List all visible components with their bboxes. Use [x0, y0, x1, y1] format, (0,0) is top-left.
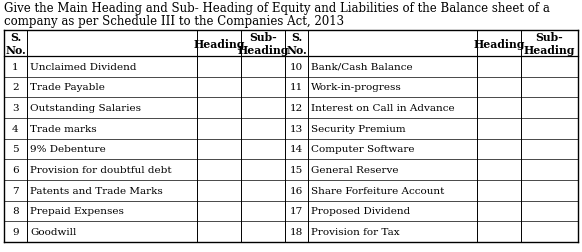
Text: Security Premium: Security Premium — [311, 124, 406, 133]
Text: Share Forfeiture Account: Share Forfeiture Account — [311, 186, 445, 195]
Text: Trade marks: Trade marks — [30, 124, 97, 133]
Text: 9% Debenture: 9% Debenture — [30, 145, 106, 154]
Text: Proposed Dividend: Proposed Dividend — [311, 207, 410, 216]
Text: 15: 15 — [290, 166, 303, 174]
Text: Patents and Trade Marks: Patents and Trade Marks — [30, 186, 163, 195]
Text: 13: 13 — [290, 124, 303, 133]
Text: General Reserve: General Reserve — [311, 166, 399, 174]
Text: Provision for Tax: Provision for Tax — [311, 227, 400, 236]
Text: Sub-
Heading: Sub- Heading — [524, 32, 575, 55]
Text: 4: 4 — [12, 124, 19, 133]
Text: 1: 1 — [12, 62, 19, 72]
Text: Trade Payable: Trade Payable — [30, 83, 105, 92]
Text: 17: 17 — [290, 207, 303, 216]
Text: 9: 9 — [12, 227, 19, 236]
Text: Interest on Call in Advance: Interest on Call in Advance — [311, 104, 455, 113]
Text: 6: 6 — [12, 166, 19, 174]
Text: Goodwill: Goodwill — [30, 227, 76, 236]
Text: 18: 18 — [290, 227, 303, 236]
Text: 5: 5 — [12, 145, 19, 154]
Text: company as per Schedule III to the Companies Act, 2013: company as per Schedule III to the Compa… — [4, 15, 344, 28]
Text: S.
No.: S. No. — [5, 32, 26, 55]
Text: 11: 11 — [290, 83, 303, 92]
Text: 12: 12 — [290, 104, 303, 113]
Text: 16: 16 — [290, 186, 303, 195]
Text: 2: 2 — [12, 83, 19, 92]
Text: Heading: Heading — [193, 38, 244, 49]
Text: Provision for doubtful debt: Provision for doubtful debt — [30, 166, 172, 174]
Text: Outstanding Salaries: Outstanding Salaries — [30, 104, 141, 113]
Text: 10: 10 — [290, 62, 303, 72]
Text: 7: 7 — [12, 186, 19, 195]
Text: Work-in-progress: Work-in-progress — [311, 83, 402, 92]
Text: Sub-
Heading: Sub- Heading — [237, 32, 289, 55]
Text: 3: 3 — [12, 104, 19, 113]
Text: Give the Main Heading and Sub- Heading of Equity and Liabilities of the Balance : Give the Main Heading and Sub- Heading o… — [4, 2, 550, 15]
Text: Unclaimed Dividend: Unclaimed Dividend — [30, 62, 137, 72]
Text: 14: 14 — [290, 145, 303, 154]
Text: Computer Software: Computer Software — [311, 145, 414, 154]
Text: S.
No.: S. No. — [286, 32, 307, 55]
Text: Prepaid Expenses: Prepaid Expenses — [30, 207, 124, 216]
Text: Bank/Cash Balance: Bank/Cash Balance — [311, 62, 413, 72]
Text: 8: 8 — [12, 207, 19, 216]
Text: Heading: Heading — [473, 38, 525, 49]
